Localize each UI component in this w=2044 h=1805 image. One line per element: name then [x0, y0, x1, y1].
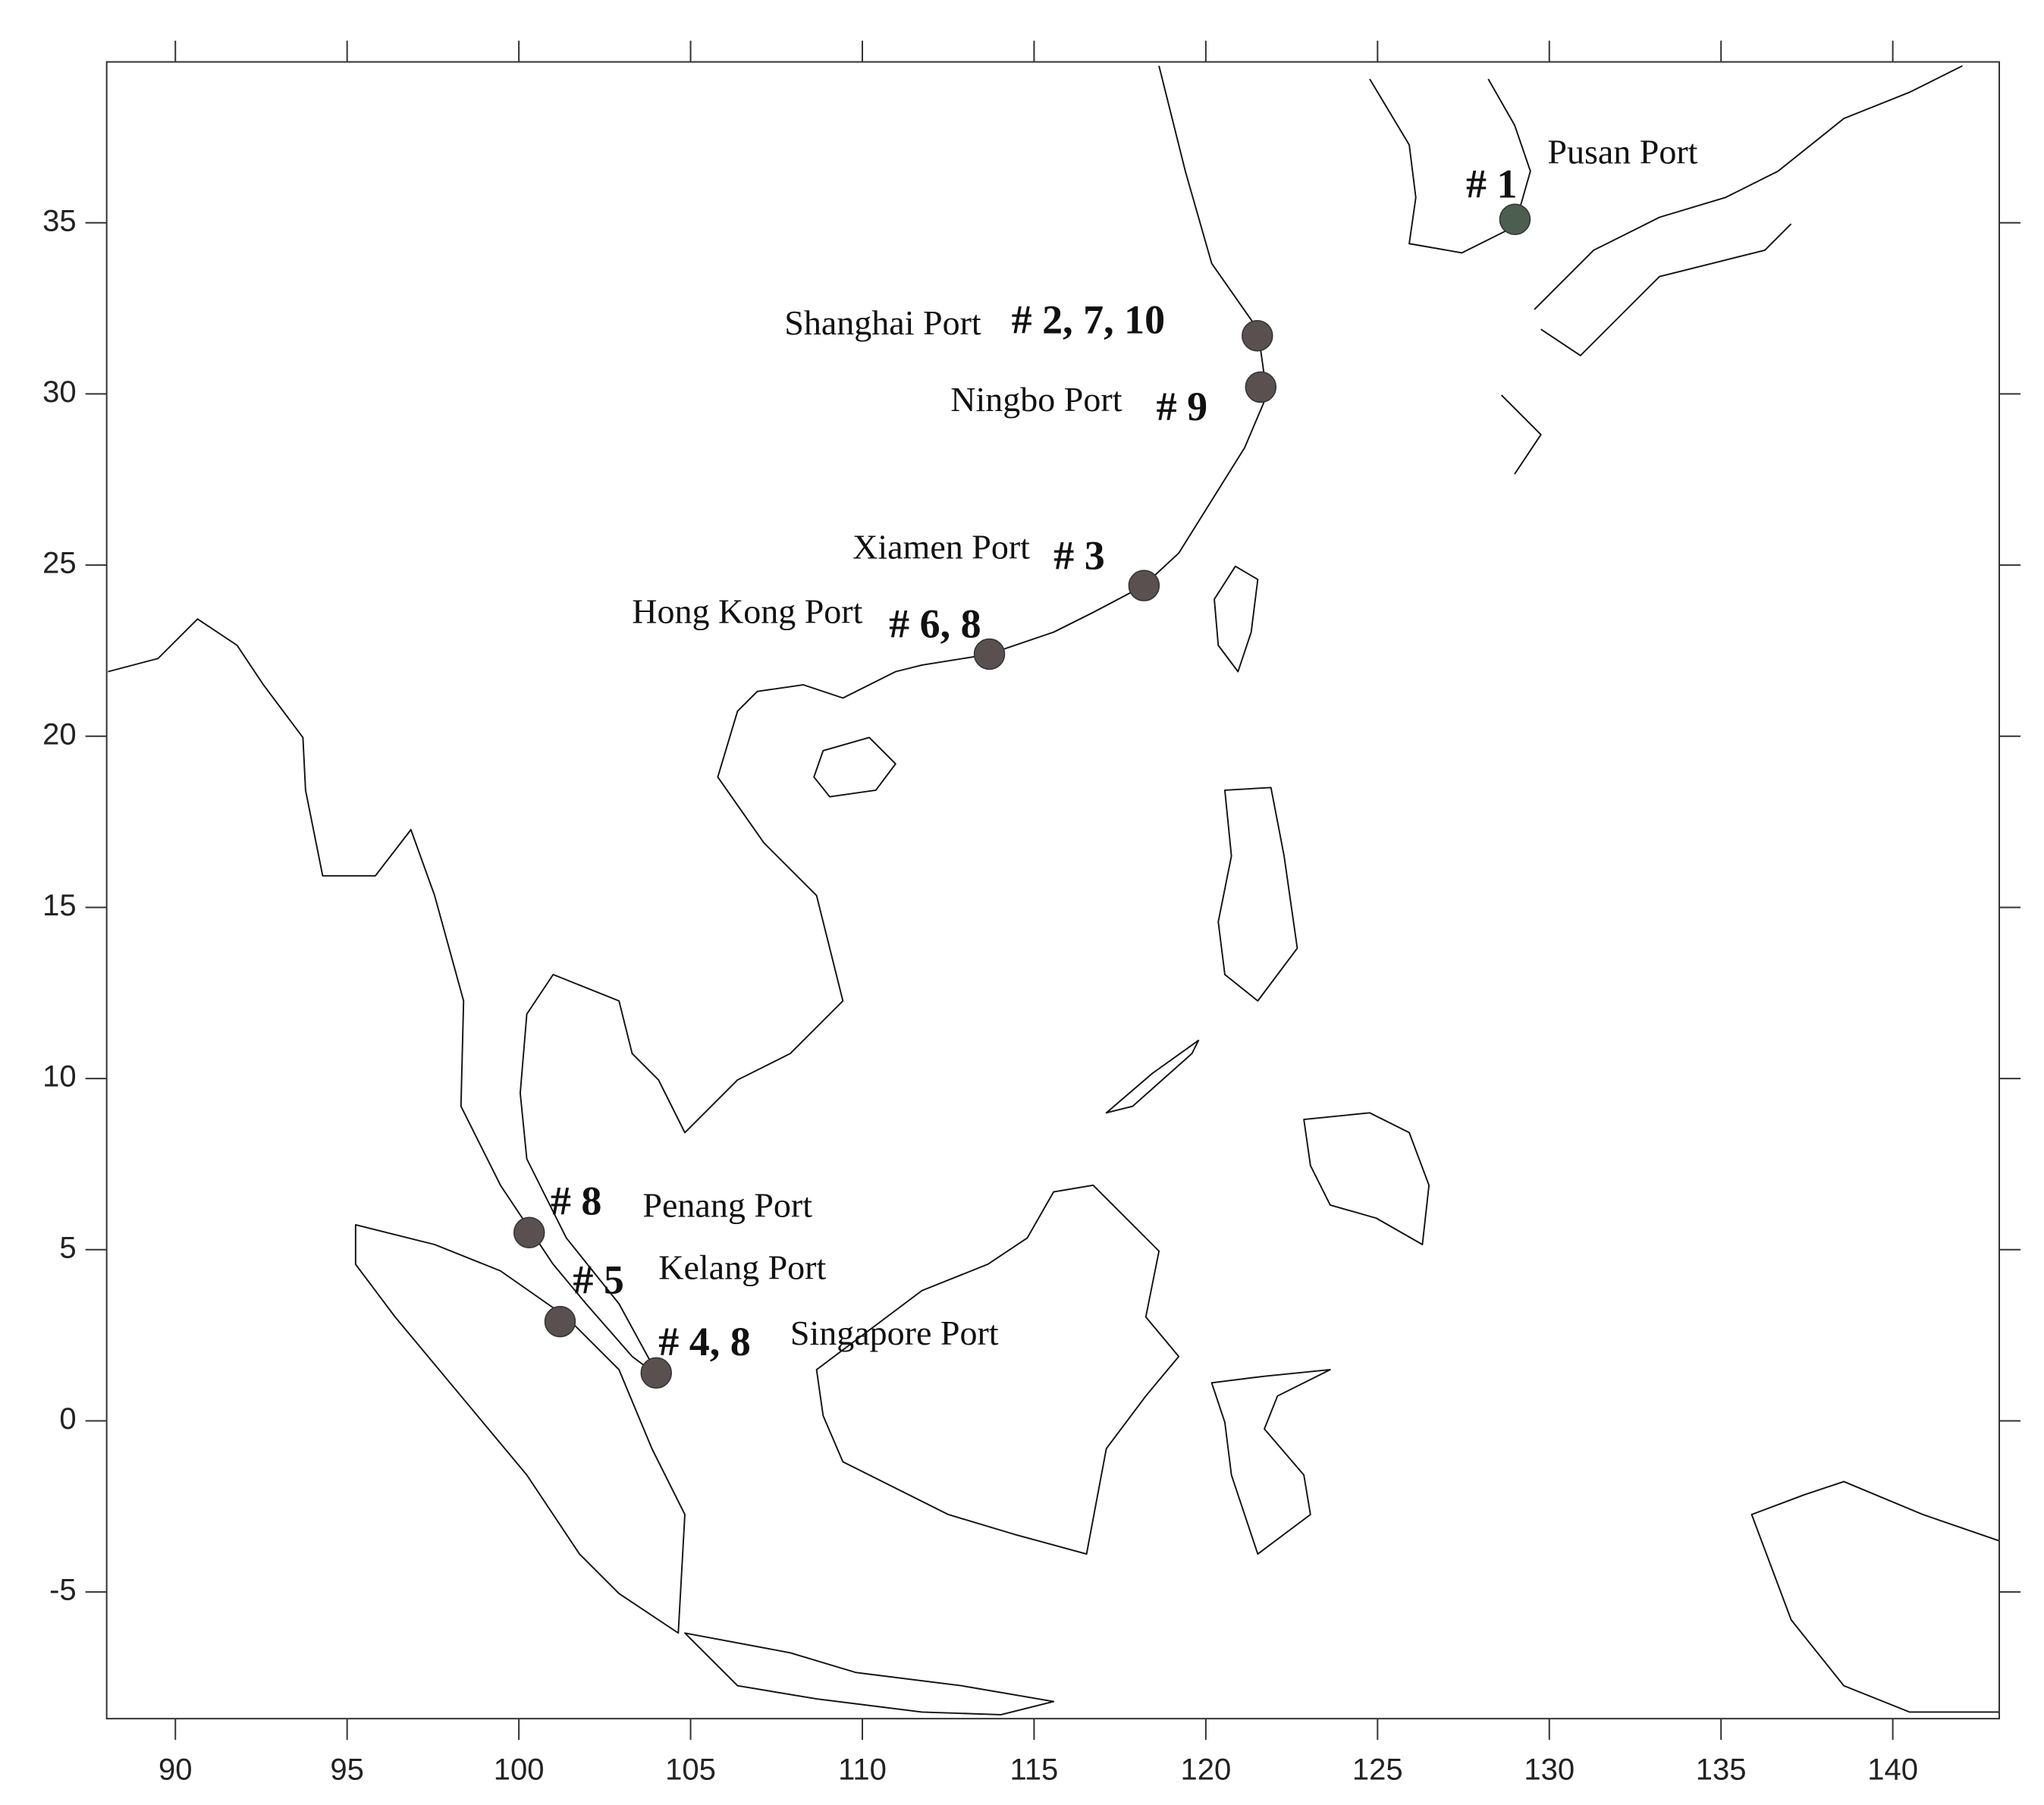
- port-marker: [1242, 319, 1273, 352]
- port-name: Penang Port: [642, 1186, 812, 1225]
- coastlines: [108, 64, 2000, 1716]
- port-marker: [1128, 570, 1160, 601]
- port-id: # 8: [551, 1178, 602, 1223]
- port-id: # 1: [1466, 162, 1518, 207]
- port-marker: [640, 1357, 673, 1389]
- x-tick-label: 140: [1867, 1753, 1918, 1787]
- y-tick-label: 5: [59, 1231, 76, 1264]
- x-tick-label: 115: [1010, 1753, 1059, 1787]
- sumatra-coast: [354, 1223, 686, 1634]
- y-tick-label: 35: [42, 204, 77, 237]
- y-tick-label: 15: [42, 889, 77, 922]
- x-tick-label: 125: [1352, 1753, 1403, 1787]
- x-tick-label: 130: [1524, 1753, 1575, 1787]
- port-id: # 2, 7, 10: [1012, 297, 1166, 343]
- y-tick-label: 20: [42, 717, 77, 751]
- port-id: # 6, 8: [889, 601, 981, 647]
- port-marker: [513, 1216, 545, 1248]
- port-marker: [1499, 203, 1531, 235]
- x-tick-label: 110: [838, 1753, 887, 1787]
- x-tick-label: 100: [494, 1753, 545, 1787]
- x-tick-label: 135: [1696, 1753, 1747, 1787]
- port-marker: [1245, 371, 1277, 403]
- port-id: # 9: [1157, 384, 1208, 429]
- luzon-coast: [1217, 786, 1298, 1002]
- port-name: Ningbo Port: [950, 380, 1122, 419]
- x-tick-label: 95: [330, 1753, 364, 1787]
- plot-frame: [105, 61, 2001, 1720]
- sulawesi-coast: [1210, 1369, 1331, 1555]
- port-id: # 5: [573, 1257, 624, 1302]
- port-name: Kelang Port: [658, 1248, 826, 1286]
- new-guinea-coast: [1750, 1480, 2000, 1713]
- port-marker: [973, 638, 1006, 670]
- x-tick-label: 120: [1180, 1753, 1231, 1787]
- x-tick-label: 105: [665, 1753, 716, 1787]
- port-marker: [544, 1305, 576, 1338]
- port-name: Singapore Port: [790, 1314, 999, 1352]
- borneo-coast: [815, 1184, 1180, 1555]
- java-coast: [684, 1632, 1055, 1716]
- taiwan-coast: [1214, 565, 1259, 673]
- y-tick-label: 10: [42, 1060, 77, 1094]
- japan-coast: [1500, 64, 1963, 475]
- port-id: # 4, 8: [658, 1319, 751, 1364]
- mindanao-coast: [1303, 1112, 1430, 1245]
- port-name: Hong Kong Port: [632, 592, 862, 631]
- x-tick-label: 90: [159, 1753, 193, 1787]
- hainan-coast: [813, 736, 896, 798]
- y-tick-label: 0: [59, 1402, 76, 1436]
- y-tick-label: 25: [42, 547, 77, 580]
- mainland-coast: [108, 65, 1268, 1377]
- port-name: Shanghai Port: [784, 303, 981, 342]
- port-id: # 3: [1053, 532, 1105, 578]
- y-tick-label: -5: [49, 1574, 77, 1607]
- palawan-coast: [1105, 1039, 1200, 1114]
- port-name: Pusan Port: [1547, 132, 1697, 171]
- port-name: Xiamen Port: [852, 527, 1030, 566]
- y-tick-label: 30: [42, 375, 77, 409]
- korea-coast: [1369, 78, 1531, 254]
